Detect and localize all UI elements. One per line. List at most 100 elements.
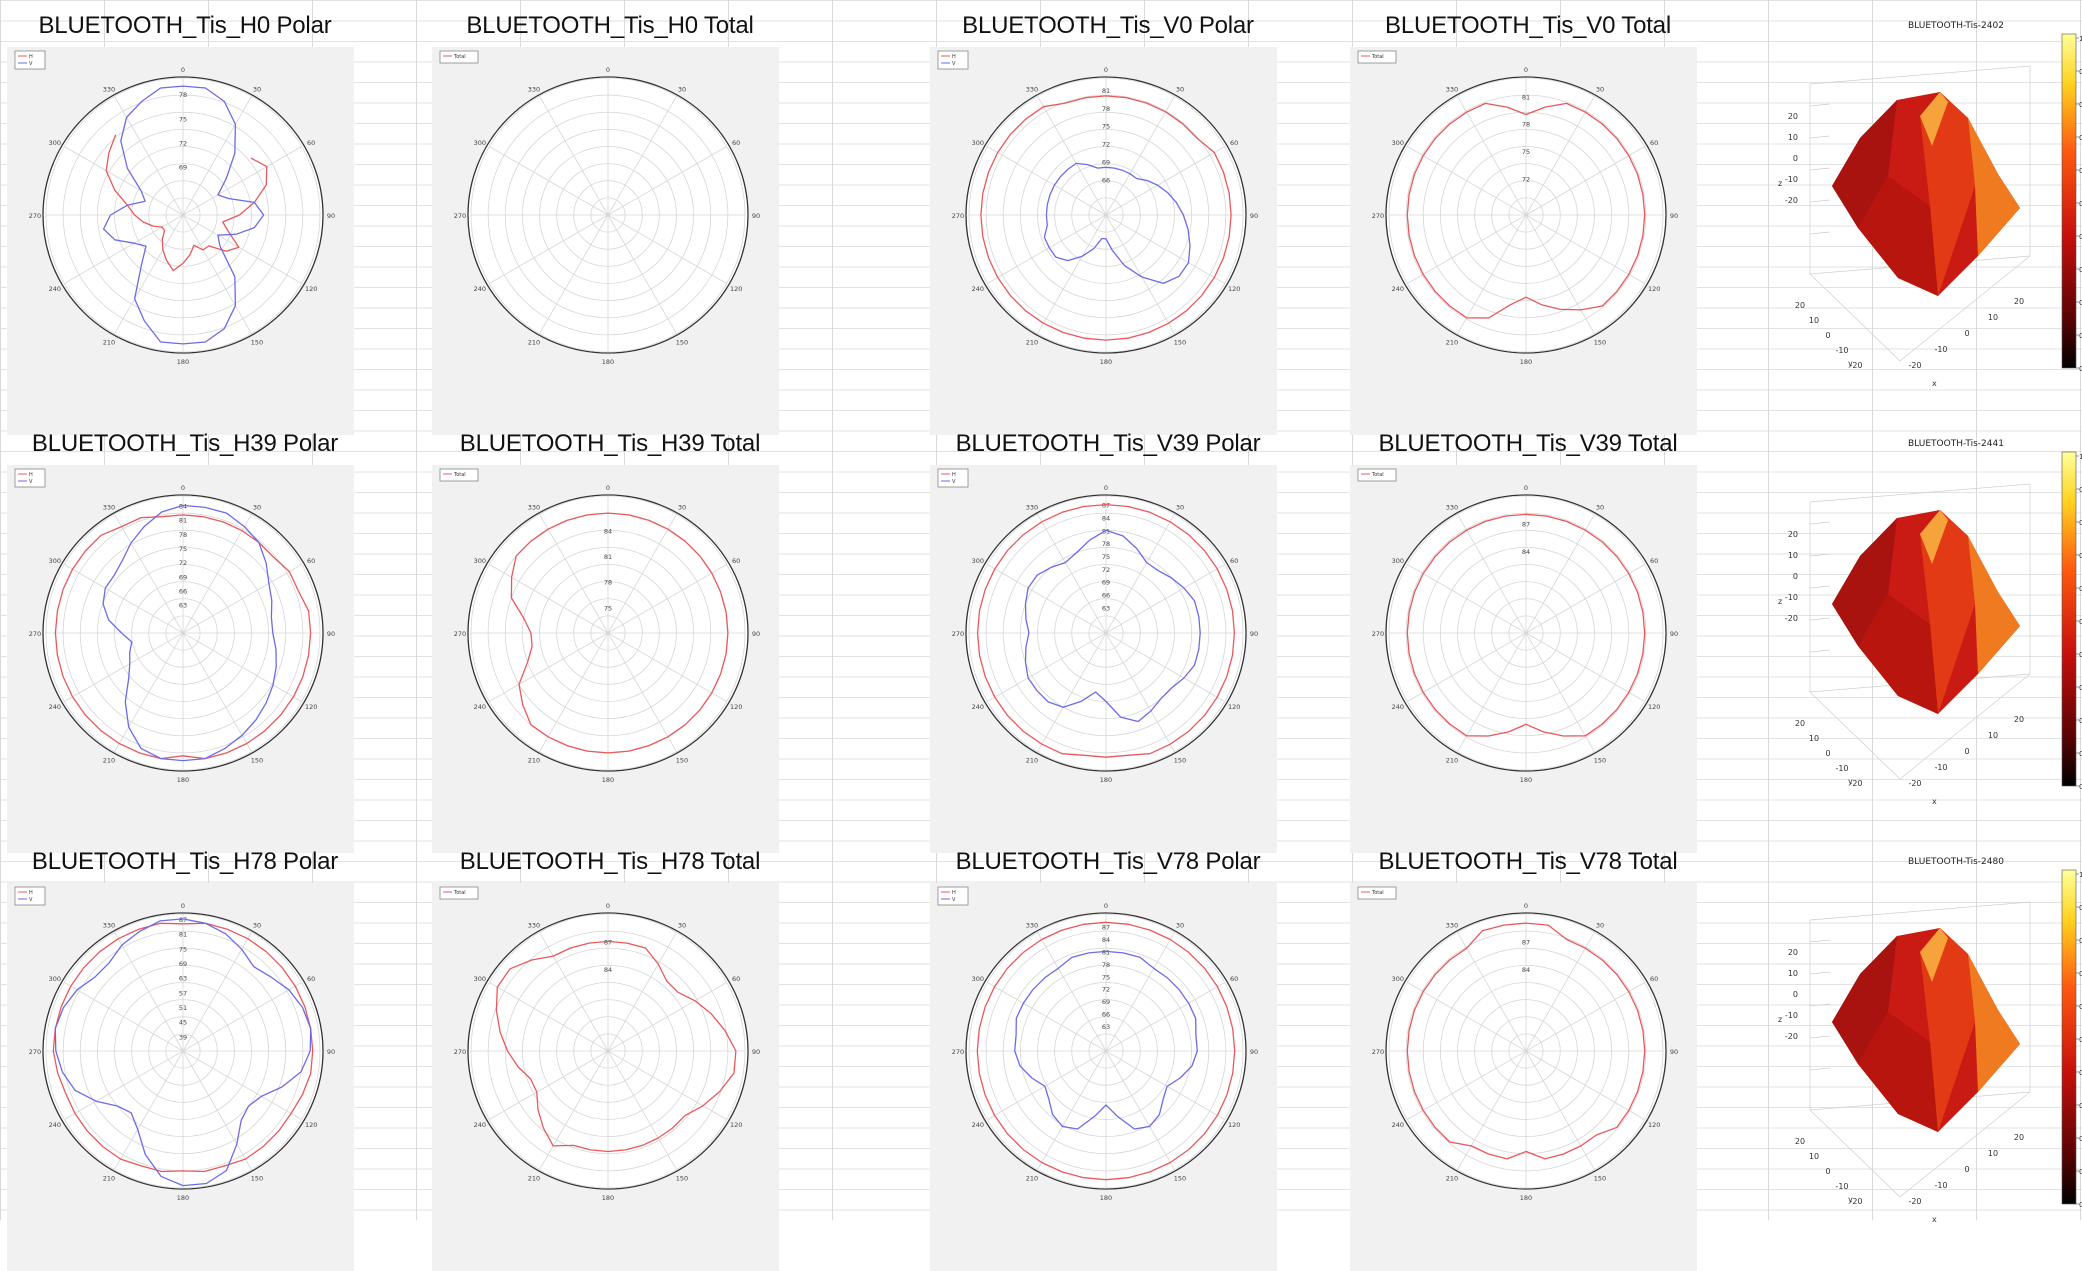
angle-label: 330 <box>528 922 540 930</box>
angle-label: 30 <box>253 504 261 512</box>
colorbar-tick-label: 0.8 <box>2079 519 2082 527</box>
chart-plot-area[interactable]: 0 30 60 90 120 150 180 210 240 270 300 330 72 75 78 81 T… <box>1350 47 1697 435</box>
chart-plot-area[interactable]: 0 30 60 90 120 150 180 210 240 270 300 330 63 66 69 72 7… <box>930 883 1277 1271</box>
angle-label: 60 <box>1230 557 1238 565</box>
polar-spoke <box>1525 982 1645 1052</box>
chart-plot-area[interactable]: 0 30 60 90 120 150 180 210 240 270 300 330 84 87 Total <box>432 883 779 1271</box>
surface-chart[interactable]: BLUETOOTH-Tis-244120100-10-20z20100-10-2… <box>1770 424 2082 824</box>
polar-chart: 0 30 60 90 120 150 180 210 240 270 300 330 Total <box>439 50 760 366</box>
polar-spoke <box>539 514 609 634</box>
polar-spoke <box>1407 214 1527 284</box>
polar-spoke <box>182 632 302 702</box>
angle-label: 150 <box>1174 1174 1186 1182</box>
chart-plot-area[interactable]: 0 30 60 90 120 150 180 210 240 270 300 330 63 66 69 72 7… <box>7 465 354 853</box>
angle-label: 120 <box>1228 703 1240 711</box>
y-tick-label: -20 <box>1849 779 1862 788</box>
polar-spoke <box>539 96 609 216</box>
polar-spoke <box>489 146 609 216</box>
chart-plot-area[interactable]: 0 30 60 90 120 150 180 210 240 270 300 330 84 87 Total <box>1350 883 1697 1271</box>
polar-spoke <box>1525 146 1645 216</box>
chart-plot-area[interactable]: 0 30 60 90 120 150 180 210 240 270 300 330 39 45 51 57 6… <box>7 883 354 1271</box>
legend[interactable]: HV <box>14 50 46 70</box>
z-tick-label: 20 <box>1788 948 1798 957</box>
y-tick-label: 10 <box>1809 316 1819 325</box>
legend[interactable]: Total <box>1357 886 1397 900</box>
colorbar-tick-label: 0.5 <box>2079 200 2082 208</box>
y-tick-label: 20 <box>1795 719 1805 728</box>
angle-label: 240 <box>1392 285 1404 293</box>
polar-spoke <box>489 982 609 1052</box>
polar-spoke <box>607 514 677 634</box>
radial-tick-label: 78 <box>1102 961 1110 969</box>
colorbar-tick-label: 0.7 <box>2079 552 2082 560</box>
polar-spoke <box>1407 146 1527 216</box>
surface-chart[interactable]: BLUETOOTH-Tis-240220100-10-20z20100-10-2… <box>1770 6 2082 406</box>
polar-spoke <box>1525 514 1595 634</box>
angle-label: 90 <box>752 630 760 638</box>
angle-label: 0 <box>1104 484 1108 492</box>
radial-tick-label: 84 <box>604 527 612 535</box>
series-line-v <box>1014 950 1198 1130</box>
polar-spoke <box>539 932 609 1052</box>
angle-label: 330 <box>103 922 115 930</box>
angle-label: 120 <box>1228 285 1240 293</box>
x-tick-label: -20 <box>1908 361 1921 370</box>
polar-spoke <box>1105 982 1225 1052</box>
chart-plot-area[interactable]: 0 30 60 90 120 150 180 210 240 270 300 330 63 66 69 72 7… <box>930 465 1277 853</box>
angle-label: 300 <box>474 557 486 565</box>
chart-plot-area[interactable]: 0 30 60 90 120 150 180 210 240 270 300 330 84 87 Total <box>1350 465 1697 853</box>
angle-label: 240 <box>474 703 486 711</box>
legend[interactable]: HV <box>937 468 969 488</box>
polar-spoke <box>64 982 184 1052</box>
legend-label: V <box>29 61 33 67</box>
chart-title: BLUETOOTH_Tis_H39 Polar <box>31 430 339 457</box>
radial-tick-label: 69 <box>1102 158 1110 166</box>
chart-plot-area[interactable]: 0 30 60 90 120 150 180 210 240 270 300 330 75 78 81 84 T… <box>432 465 779 853</box>
polar-spoke <box>539 1050 609 1170</box>
colorbar-tick-label: 0.3 <box>2079 266 2082 274</box>
legend[interactable]: HV <box>937 886 969 906</box>
radial-tick-label: 72 <box>1522 175 1530 183</box>
polar-chart: 0 30 60 90 120 150 180 210 240 270 300 330 69 72 75 78 H… <box>14 50 335 366</box>
chart-plot-area[interactable]: 0 30 60 90 120 150 180 210 240 270 300 330 66 69 72 75 7… <box>930 47 1277 435</box>
angle-label: 180 <box>1100 358 1112 366</box>
radial-tick-label: 66 <box>179 587 187 595</box>
radial-tick-label: 87 <box>1522 938 1530 946</box>
surface-chart[interactable]: BLUETOOTH-Tis-248020100-10-20z20100-10-2… <box>1770 842 2082 1242</box>
angle-label: 150 <box>251 338 263 346</box>
angle-label: 210 <box>103 756 115 764</box>
legend[interactable]: Total <box>439 886 479 900</box>
polar-spoke <box>607 214 727 284</box>
angle-label: 0 <box>1104 66 1108 74</box>
polar-spoke <box>64 1050 184 1120</box>
colorbar-tick-label: 0.9 <box>2079 486 2082 494</box>
legend[interactable]: Total <box>1357 468 1397 482</box>
polar-spoke <box>182 932 252 1052</box>
colorbar-tick-label: 0.9 <box>2079 904 2082 912</box>
chart-plot-area[interactable]: 0 30 60 90 120 150 180 210 240 270 300 330 Total <box>432 47 779 435</box>
angle-label: 90 <box>1670 630 1678 638</box>
colorbar-tick-label: 0.2 <box>2079 299 2082 307</box>
legend-label: H <box>952 54 956 60</box>
polar-spoke <box>1037 214 1107 334</box>
angle-label: 270 <box>454 1048 466 1056</box>
y-tick-label: 10 <box>1809 1152 1819 1161</box>
angle-label: 330 <box>1026 86 1038 94</box>
legend[interactable]: HV <box>14 468 46 488</box>
polar-chart: 0 30 60 90 120 150 180 210 240 270 300 330 72 75 78 81 T… <box>1357 50 1678 366</box>
polar-spoke <box>489 214 609 284</box>
angle-label: 120 <box>305 703 317 711</box>
colorbar-tick-label: 1 <box>2079 453 2082 461</box>
legend[interactable]: HV <box>937 50 969 70</box>
series-line-h <box>976 503 1236 758</box>
angle-label: 120 <box>1648 285 1660 293</box>
legend[interactable]: Total <box>439 468 479 482</box>
chart-plot-area[interactable]: 0 30 60 90 120 150 180 210 240 270 300 330 69 72 75 78 H… <box>7 47 354 435</box>
polar-chart: 0 30 60 90 120 150 180 210 240 270 300 330 63 66 69 72 7… <box>14 468 335 784</box>
legend[interactable]: HV <box>14 886 46 906</box>
legend[interactable]: Total <box>439 50 479 64</box>
legend-label: V <box>29 897 33 903</box>
series-line-v <box>102 85 265 345</box>
legend[interactable]: Total <box>1357 50 1397 64</box>
polar-spoke <box>182 146 302 216</box>
